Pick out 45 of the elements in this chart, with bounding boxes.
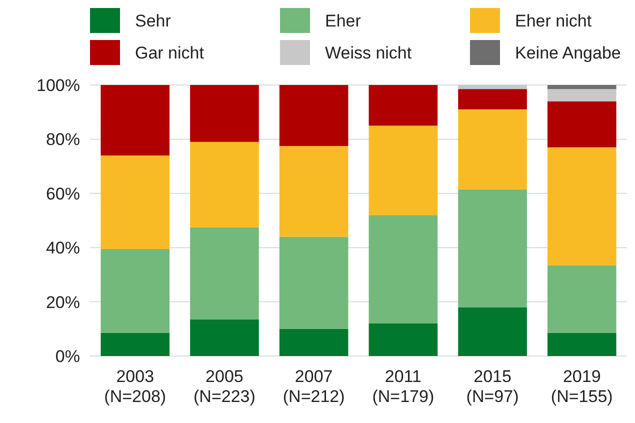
x-tick-label: 2007 (N=212) [282, 367, 345, 406]
bar [279, 146, 348, 237]
y-tick-label: 60% [46, 184, 80, 204]
bar [458, 89, 527, 110]
legend-label: Eher [325, 11, 362, 30]
y-tick-label: 40% [46, 238, 80, 258]
legend-label: Keine Angabe [515, 43, 621, 62]
bar [279, 328, 348, 356]
bar [190, 85, 259, 142]
bar [547, 332, 616, 356]
bar [100, 85, 170, 156]
y-tick-label: 100% [36, 76, 80, 95]
x-tick-label: 2011 (N=179) [372, 367, 434, 406]
bar [190, 227, 259, 320]
bar [368, 85, 438, 126]
x-tick-label: 2015 (N=97) [466, 367, 519, 406]
bar [279, 236, 348, 329]
legend-label: Weiss nicht [325, 43, 412, 62]
bar [368, 215, 438, 324]
bar [547, 89, 616, 102]
bar [547, 265, 616, 333]
bar [100, 332, 170, 356]
y-tick-label: 0% [55, 346, 80, 366]
legend-label: Gar nicht [135, 43, 204, 62]
legend-label: Sehr [135, 11, 172, 30]
x-tick-label: 2005 (N=223) [194, 367, 256, 406]
legend-label: Eher nicht [515, 11, 592, 30]
bar [547, 147, 616, 266]
x-tick-label: 2019 (N=155) [550, 367, 613, 406]
bar [458, 189, 527, 308]
y-tick-label: 20% [46, 292, 80, 312]
bar [190, 319, 259, 356]
bar [458, 307, 527, 356]
bar [100, 248, 170, 333]
bar [279, 85, 348, 146]
bar [547, 101, 616, 148]
bar [368, 323, 438, 356]
bar [458, 109, 527, 190]
y-tick-label: 80% [46, 130, 80, 150]
bar [458, 85, 527, 90]
bar [547, 85, 616, 90]
bar [368, 126, 438, 216]
bar [100, 155, 170, 249]
x-tick-label: 2003 (N=208) [104, 367, 166, 406]
bar [190, 142, 259, 228]
